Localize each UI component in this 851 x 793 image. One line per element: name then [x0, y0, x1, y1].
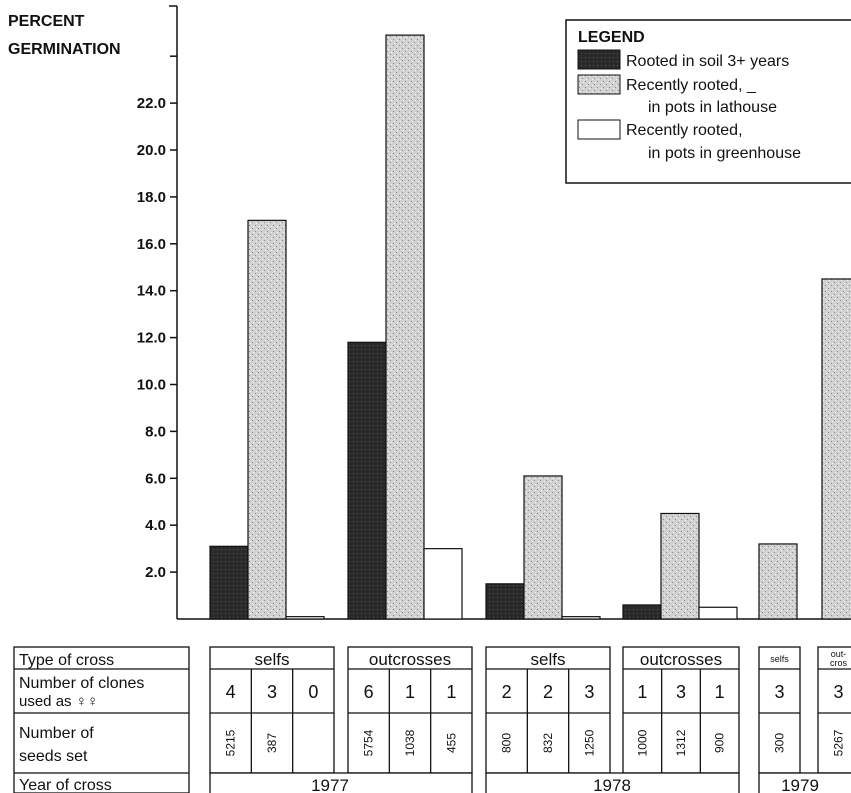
legend-entry-greenhouse-line1: Recently rooted, — [626, 122, 743, 139]
clones-4-1: 1 — [637, 682, 647, 702]
clones-4-3: 1 — [715, 682, 725, 702]
year-box-1977 — [209, 772, 473, 793]
y-tick-label-4: 10.0 — [137, 377, 166, 394]
table-group-5 — [758, 646, 801, 774]
clones-1-3: 0 — [308, 682, 318, 702]
year-1977: 1977 — [311, 776, 349, 793]
y-axis-label-line2: GERMINATION — [8, 41, 121, 58]
clones-2-2: 1 — [405, 682, 415, 702]
seeds-3-2: 832 — [541, 733, 555, 753]
row-label-clones-line2: used as ♀♀ — [19, 693, 98, 710]
row-label-year: Year of cross — [19, 777, 112, 793]
bar-group2-greenhouse — [423, 548, 463, 620]
y-tick-label-6: 14.0 — [137, 283, 166, 300]
bar-group3-soil — [485, 583, 525, 620]
clones-2-3: 1 — [446, 682, 456, 702]
legend-entry-lathouse-line1: Recently rooted, _ — [626, 77, 757, 94]
row-label-type: Type of cross — [19, 652, 114, 669]
y-tick-label-1: 4.0 — [145, 517, 166, 534]
y-tick-label-7: 16.0 — [137, 236, 166, 253]
y-tick-label-0: 2.0 — [145, 564, 166, 581]
clones-2-1: 6 — [364, 682, 374, 702]
seeds-2-2: 1038 — [403, 729, 417, 756]
legend-entry-soil: Rooted in soil 3+ years — [626, 53, 789, 70]
seeds-2-3: 455 — [444, 733, 458, 753]
bar-group2-lathouse — [385, 34, 425, 620]
y-axis-label-line1: PERCENT — [8, 13, 85, 30]
legend-swatch-greenhouse — [577, 119, 621, 140]
cross-type-6-line1: out- — [831, 649, 847, 659]
seeds-5-1: 300 — [773, 733, 787, 753]
clones-6-1: 3 — [833, 682, 843, 702]
y-tick-label-8: 18.0 — [137, 189, 166, 206]
y-tick-label-10: 22.0 — [137, 95, 166, 112]
seeds-4-3: 900 — [713, 733, 727, 753]
bars — [209, 34, 851, 620]
bar-group4-greenhouse — [698, 606, 738, 620]
y-tick-label-3: 8.0 — [145, 423, 166, 440]
bar-group1-lathouse — [247, 219, 287, 620]
bar-group6-lathouse — [821, 278, 851, 620]
bar-group5-lathouse — [758, 543, 798, 620]
bar-group3-lathouse — [523, 475, 563, 620]
cross-type-6-line2: cros — [830, 658, 848, 668]
data-table: Type of cross Number of clones used as ♀… — [13, 646, 851, 793]
legend-swatch-lathouse — [577, 74, 621, 95]
clones-1-2: 3 — [267, 682, 277, 702]
year-box-1979 — [758, 772, 851, 793]
row-label-clones-line1: Number of clones — [19, 675, 144, 692]
row-label-box — [13, 646, 190, 793]
seeds-1-1: 5215 — [224, 729, 238, 756]
cross-type-1: selfs — [255, 650, 290, 669]
legend-swatch-soil — [577, 49, 621, 70]
seeds-2-1: 5754 — [362, 729, 376, 756]
year-1979: 1979 — [781, 776, 819, 793]
clones-1-1: 4 — [226, 682, 236, 702]
clones-3-3: 3 — [584, 682, 594, 702]
clones-3-1: 2 — [502, 682, 512, 702]
legend-title: LEGEND — [578, 29, 645, 46]
y-ticks: 2.0 4.0 6.0 8.0 10.0 12.0 14.0 16.0 18.0 20.0 22.0 — [137, 55, 177, 581]
bar-group3-greenhouse — [561, 616, 601, 620]
bar-group4-lathouse — [660, 512, 700, 620]
table-group-1 — [209, 646, 335, 774]
seeds-4-2: 1312 — [674, 729, 688, 756]
bar-group2-soil — [347, 341, 387, 620]
y-tick-label-5: 12.0 — [137, 330, 166, 347]
cross-type-3: selfs — [531, 650, 566, 669]
seeds-3-3: 1250 — [582, 729, 596, 756]
year-box-1978 — [485, 772, 740, 793]
seeds-1-2: 387 — [265, 733, 279, 753]
year-1978: 1978 — [593, 776, 631, 793]
cross-type-4: outcrosses — [640, 650, 722, 669]
legend: LEGEND Rooted in soil 3+ years Recently … — [565, 19, 851, 184]
table-group-4 — [622, 646, 740, 774]
legend-entry-greenhouse-line2: in pots in greenhouse — [648, 145, 801, 162]
row-label-seeds-line1: Number of — [19, 725, 94, 742]
cross-type-2: outcrosses — [369, 650, 451, 669]
bar-group1-greenhouse — [285, 616, 325, 620]
bar-group4-soil — [622, 604, 662, 620]
seeds-6-1: 5267 — [832, 729, 846, 756]
row-label-seeds-line2: seeds set — [19, 748, 88, 765]
table-group-6 — [817, 646, 851, 774]
clones-4-2: 3 — [676, 682, 686, 702]
y-tick-label-2: 6.0 — [145, 470, 166, 487]
seeds-4-1: 1000 — [635, 729, 649, 756]
clones-3-2: 2 — [543, 682, 553, 702]
cross-type-5: selfs — [770, 654, 789, 664]
legend-entry-lathouse-line2: in pots in lathouse — [648, 99, 777, 116]
table-group-3 — [485, 646, 611, 774]
bar-group1-soil — [209, 545, 249, 620]
legend-box — [565, 19, 851, 184]
seeds-3-1: 800 — [500, 733, 514, 753]
table-group-2 — [347, 646, 473, 774]
clones-5-1: 3 — [774, 682, 784, 702]
y-tick-label-9: 20.0 — [137, 142, 166, 159]
